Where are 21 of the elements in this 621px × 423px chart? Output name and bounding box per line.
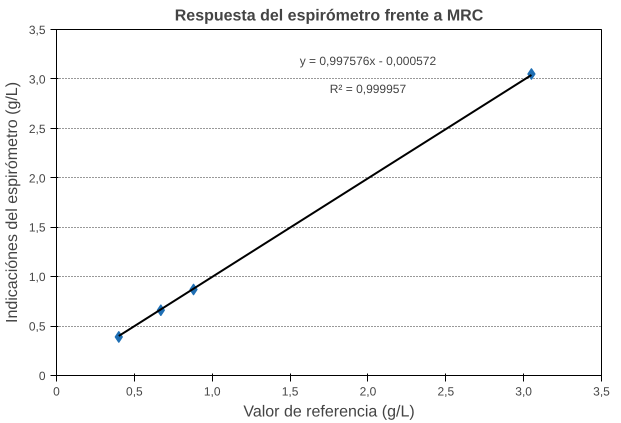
chart-title: Respuesta del espirómetro frente a MRC	[174, 8, 484, 24]
annotation: R² = 0,999957	[330, 82, 406, 96]
x-tick-label: 3,5	[593, 384, 610, 398]
y-tick-label: 1,5	[28, 220, 46, 235]
y-tick-label: 2,5	[28, 122, 46, 136]
x-tick-label: 2,5	[437, 384, 454, 398]
x-tick-label: 0,5	[126, 384, 144, 398]
x-tick-label: 2,0	[360, 384, 377, 398]
annotation: y = 0,997576x - 0,000572	[300, 54, 436, 68]
y-tick-label: 0,5	[28, 320, 46, 334]
x-tick-label: 1,0	[204, 384, 221, 398]
x-axis-title: Valor de referencia (g/L)	[243, 404, 415, 420]
x-tick-label: 0	[53, 384, 60, 398]
y-tick-label: 2,0	[28, 171, 46, 186]
x-tick-label: 3,0	[515, 384, 532, 398]
y-axis-title: Indicaciónes del espirómetro (g/L)	[4, 82, 21, 324]
y-tick-label: 1,0	[28, 270, 46, 284]
y-tick-label: 3,5	[28, 23, 46, 37]
y-tick-label: 0	[38, 369, 46, 383]
y-tick-label: 3,0	[28, 72, 46, 86]
x-tick-label: 1,5	[282, 384, 299, 398]
